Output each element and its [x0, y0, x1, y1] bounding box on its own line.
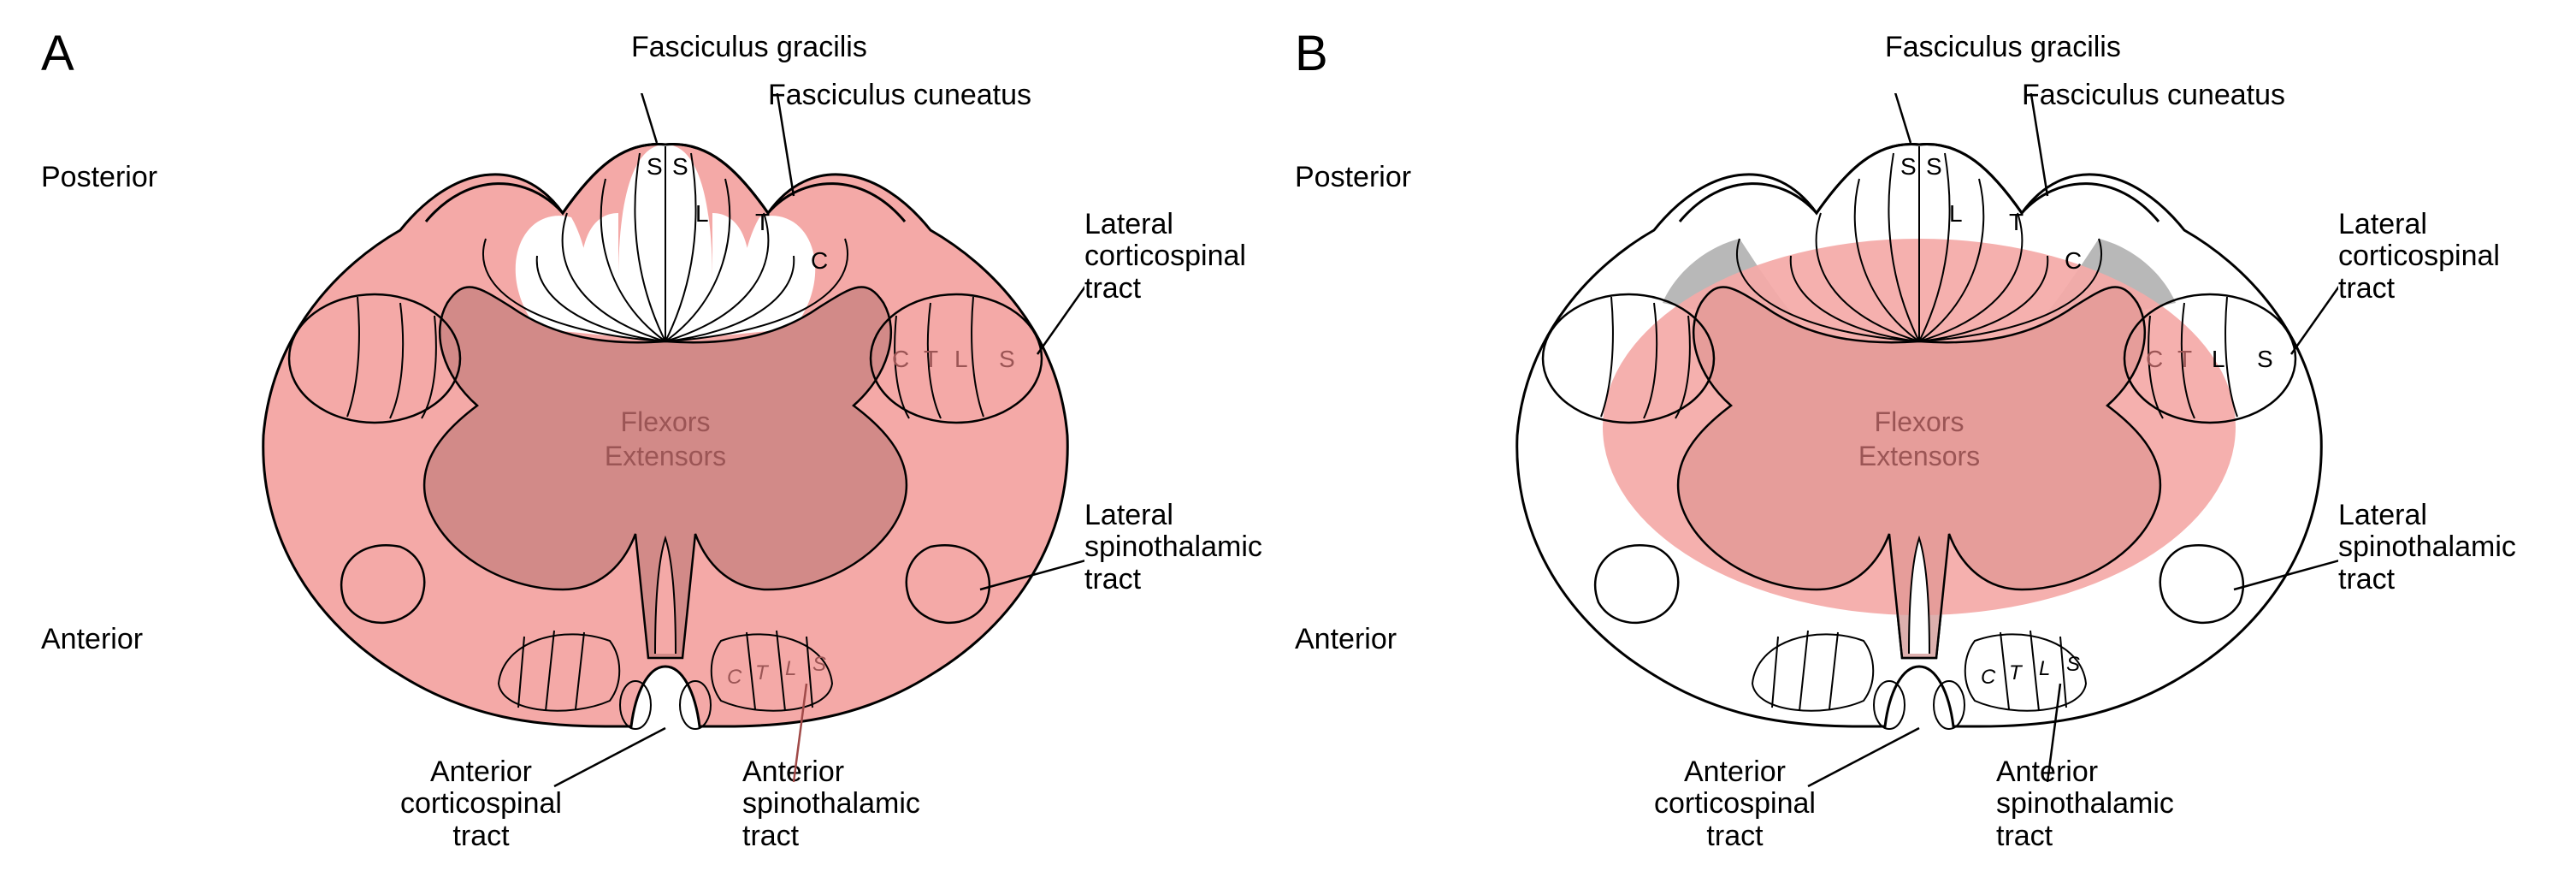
lcs-s-b: S	[2257, 346, 2273, 372]
figure-b: S S L T C C T L S C T L S Flexors Extens…	[1500, 93, 2338, 795]
panel-a-letter: A	[41, 25, 74, 82]
lcs-t-b: T	[2177, 346, 2192, 372]
ast-t-b: T	[2009, 661, 2024, 684]
spinal-cord-svg-a: S S L T C C T L S C T L S Flexors Extens…	[246, 93, 1084, 795]
dc-l-b: L	[1949, 200, 1963, 227]
ast-l-a: L	[785, 657, 796, 680]
label-lcs-a: Lateral corticospinal tract	[1084, 209, 1246, 305]
figure-a: S S L T C C T L S C T L S Flexors Extens…	[246, 93, 1084, 795]
label-lcs-b: Lateral corticospinal tract	[2338, 209, 2500, 305]
ast-l-b: L	[2039, 657, 2050, 680]
ast-s-b: S	[2066, 653, 2080, 676]
label-lst-a: Lateral spinothalamic tract	[1084, 500, 1262, 595]
label-fg-b: Fasciculus gracilis	[1885, 32, 2121, 63]
panel-a: A Posterior Anterior Fasciculus gracilis…	[41, 25, 1281, 846]
dc-s2-a: S	[672, 153, 688, 180]
lcs-c-a: C	[892, 346, 909, 372]
label-posterior-b: Posterior	[1295, 162, 1411, 193]
spinal-cord-svg-b: S S L T C C T L S C T L S Flexors Extens…	[1500, 93, 2338, 795]
lcs-c-b: C	[2146, 346, 2163, 372]
ast-t-a: T	[755, 661, 770, 684]
panel-b-letter: B	[1295, 25, 1328, 82]
panel-b: B Posterior Anterior Fasciculus gracilis…	[1295, 25, 2535, 846]
dc-l-a: L	[695, 200, 709, 227]
lcs-t-a: T	[924, 346, 938, 372]
flexors-a: Flexors	[621, 406, 711, 437]
ast-c-a: C	[727, 666, 742, 689]
dc-t-a: T	[755, 209, 770, 235]
flexors-b: Flexors	[1875, 406, 1964, 437]
label-anterior-a: Anterior	[41, 624, 143, 655]
dc-t-b: T	[2009, 209, 2024, 235]
label-fg-a: Fasciculus gracilis	[631, 32, 867, 63]
dc-s2-b: S	[1926, 153, 1942, 180]
lcs-l-b: L	[2212, 346, 2225, 372]
extensors-b: Extensors	[1858, 441, 1980, 471]
dc-s1-b: S	[1900, 153, 1917, 180]
lcs-s-a: S	[999, 346, 1015, 372]
label-anterior-b: Anterior	[1295, 624, 1397, 655]
ast-c-b: C	[1981, 666, 1996, 689]
dc-c-a: C	[811, 247, 828, 274]
dc-c-b: C	[2065, 247, 2082, 274]
extensors-a: Extensors	[605, 441, 726, 471]
ast-s-a: S	[812, 653, 826, 676]
dc-s1-a: S	[647, 153, 663, 180]
label-posterior-a: Posterior	[41, 162, 157, 193]
label-lst-b: Lateral spinothalamic tract	[2338, 500, 2516, 595]
lcs-l-a: L	[954, 346, 968, 372]
